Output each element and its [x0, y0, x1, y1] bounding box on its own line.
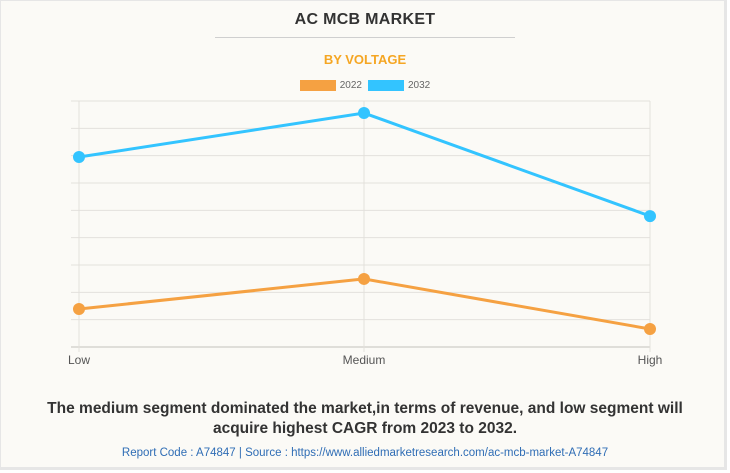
data-point-2032-high[interactable]	[644, 210, 656, 223]
title-divider	[215, 37, 515, 38]
data-point-2022-low[interactable]	[73, 303, 85, 316]
x-tick-label-high: High	[638, 353, 663, 367]
x-tick-label-medium: Medium	[343, 353, 386, 367]
series	[73, 107, 656, 335]
legend-label-2022: 2022	[339, 80, 362, 91]
data-point-2032-low[interactable]	[73, 151, 85, 164]
chart-subtitle: BY VOLTAGE	[323, 52, 407, 67]
data-point-2022-high[interactable]	[644, 322, 656, 335]
summary-note: The medium segment dominated the market,…	[47, 400, 683, 437]
grid	[71, 100, 651, 352]
legend-item-2022[interactable]: 2022	[299, 80, 362, 91]
data-point-2022-medium[interactable]	[358, 272, 370, 285]
x-axis: Low Medium High	[68, 353, 662, 367]
chart-title: AC MCB MARKET	[294, 11, 436, 28]
legend: 2022 2032	[0, 80, 730, 91]
legend-swatch-2032	[368, 80, 404, 91]
legend-label-2032: 2032	[408, 80, 431, 91]
legend-swatch-2022	[299, 80, 336, 91]
x-tick-label-low: Low	[68, 353, 90, 367]
legend-item-2032[interactable]: 2032	[368, 80, 430, 91]
data-point-2032-medium[interactable]	[358, 107, 370, 120]
source-citation[interactable]: Report Code : A74847 | Source : https://…	[121, 447, 609, 459]
